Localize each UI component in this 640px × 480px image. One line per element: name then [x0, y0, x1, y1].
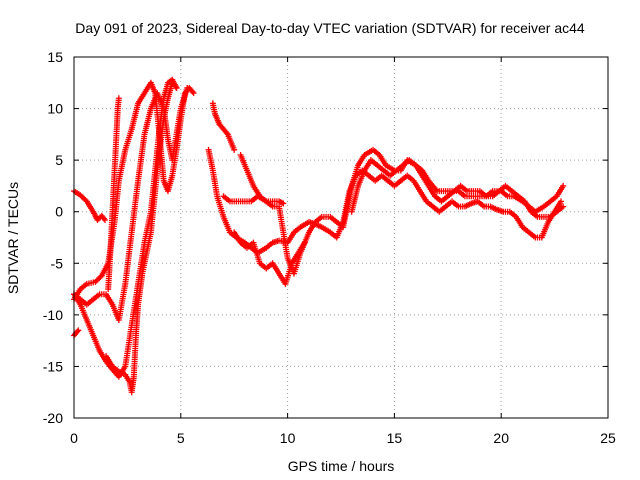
- axis-ticks: 0 5 10 15 20 25 -20 -15 -10 -5 0 5 10 15: [43, 49, 616, 446]
- series-track-g: [105, 95, 122, 293]
- x-tick-label: 15: [387, 430, 403, 446]
- plot-frame: [73, 56, 609, 419]
- grid-lines: [74, 57, 608, 418]
- x-tick-label: 0: [70, 430, 78, 446]
- data-point-markers: [209, 100, 238, 153]
- chart-title: Day 091 of 2023, Sidereal Day-to-day VTE…: [75, 20, 585, 36]
- series-track-m: [348, 157, 567, 220]
- x-tick-label: 25: [600, 430, 616, 446]
- data-point-markers: [237, 151, 287, 207]
- data-point-markers: [71, 188, 108, 223]
- data-point-markers: [105, 95, 122, 293]
- series-track-f: [103, 79, 180, 396]
- y-tick-label: 0: [55, 204, 63, 220]
- y-tick-label: -15: [43, 358, 63, 374]
- series-track-l: [231, 229, 308, 287]
- series-track-k: [237, 151, 287, 207]
- y-tick-label: -20: [43, 410, 63, 426]
- data-point-markers: [103, 79, 180, 396]
- y-tick-label: 10: [47, 101, 63, 117]
- series-track-a: [71, 188, 108, 223]
- y-tick-label: 5: [55, 152, 63, 168]
- data-points: [71, 76, 567, 396]
- data-point-markers: [71, 327, 82, 339]
- data-point-markers: [231, 229, 308, 287]
- y-tick-label: -5: [51, 255, 64, 271]
- x-tick-label: 5: [177, 430, 185, 446]
- x-tick-label: 20: [493, 430, 509, 446]
- data-point-markers: [348, 157, 567, 220]
- x-tick-label: 10: [280, 430, 296, 446]
- series-track-h: [209, 100, 238, 153]
- y-tick-label: 15: [47, 49, 63, 65]
- x-axis-label: GPS time / hours: [288, 458, 395, 474]
- series-track-e: [71, 327, 82, 339]
- y-tick-label: -10: [43, 307, 63, 323]
- y-axis-label: SDTVAR / TECUs: [5, 182, 21, 294]
